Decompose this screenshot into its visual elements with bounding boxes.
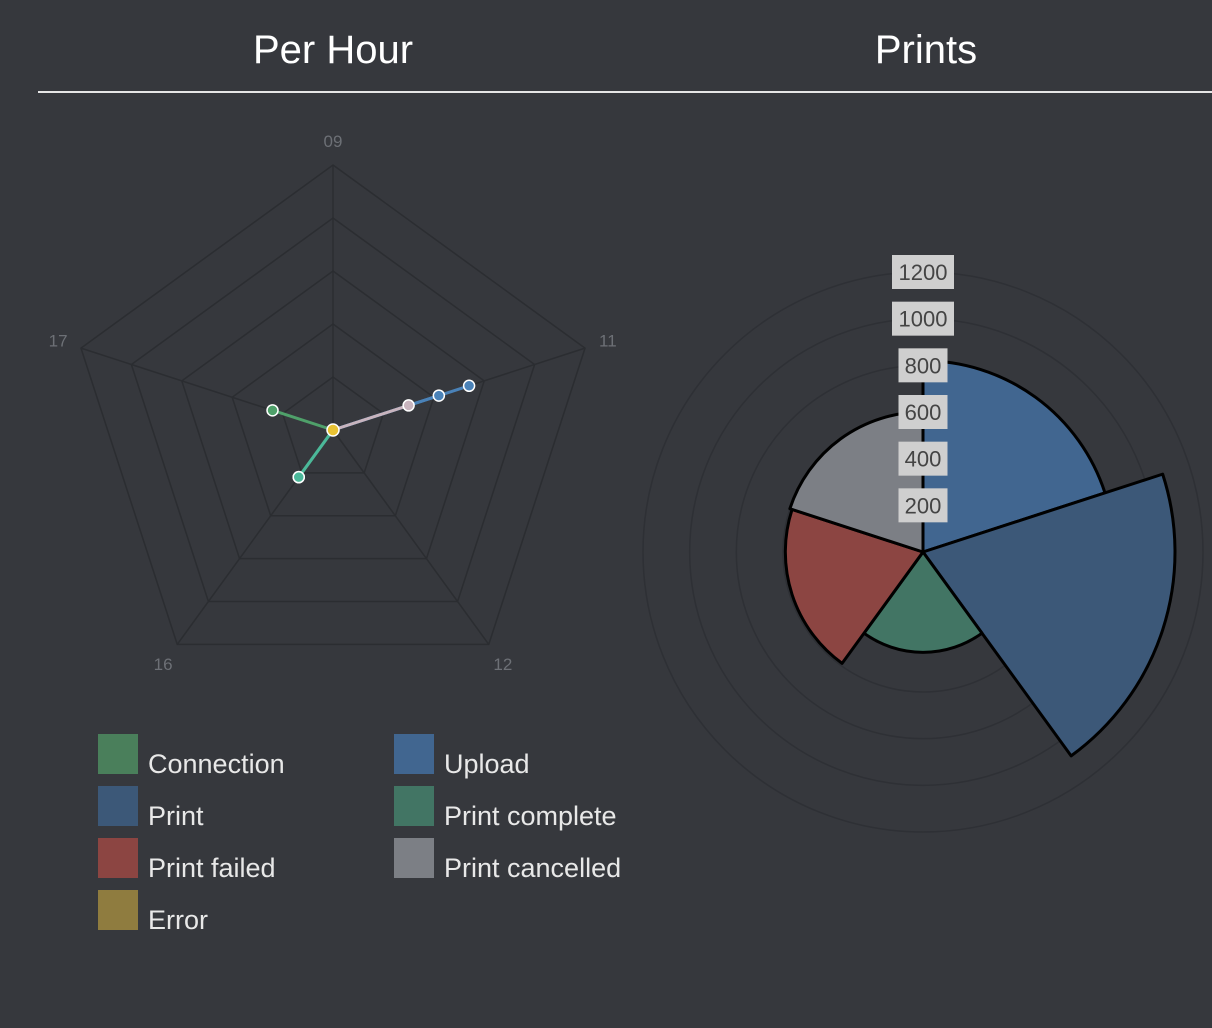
radar-point-print-cancelled[interactable] xyxy=(402,399,415,412)
radar-grid-ring xyxy=(80,164,586,646)
radar-axis-label: 16 xyxy=(154,655,173,674)
polar-tick-bg xyxy=(892,301,954,336)
polar-segment-print[interactable] xyxy=(921,472,1177,758)
prints-title: Prints xyxy=(874,28,978,72)
polar-segment-upload[interactable] xyxy=(921,359,1107,554)
prints-polar-area-chart: 200 400 600 800 1000 1200 xyxy=(783,255,1177,758)
radar-axis-line xyxy=(332,429,490,645)
legend-swatch xyxy=(394,786,434,826)
legend-swatch xyxy=(98,890,138,930)
radar-point-error[interactable] xyxy=(326,423,340,437)
legend-label: Error xyxy=(148,904,208,935)
legend-swatch xyxy=(394,734,434,774)
legend-swatch xyxy=(394,838,434,878)
polar-tick-bg xyxy=(898,395,948,429)
radar-point-upload[interactable] xyxy=(462,379,476,393)
legend-item-print-failed[interactable]: Print failed xyxy=(98,838,394,883)
radar-grid-ring xyxy=(130,217,536,603)
polar-segment-print-complete[interactable] xyxy=(862,550,984,654)
polar-tick-label: 800 xyxy=(905,353,942,378)
legend-item-upload[interactable]: Upload xyxy=(394,734,658,779)
polar-tick-bg xyxy=(898,441,948,476)
radar-axis-label: 17 xyxy=(49,332,68,351)
radar-point-connection[interactable] xyxy=(266,404,279,417)
polar-tick-label: 200 xyxy=(905,493,942,518)
legend-label: Connection xyxy=(148,748,285,779)
legend-label: Upload xyxy=(444,748,530,779)
radar-grid-ring xyxy=(231,323,435,517)
polar-tick-bg xyxy=(898,348,948,383)
legend-label: Print complete xyxy=(444,800,617,831)
polar-tick-label: 1000 xyxy=(899,307,948,332)
radar-grid-ring xyxy=(180,270,486,560)
radar-series-line-print-cancelled xyxy=(332,404,410,432)
radar-point-print-complete[interactable] xyxy=(292,470,305,484)
legend-item-connection[interactable]: Connection xyxy=(98,734,394,779)
polar-tick-label: 1200 xyxy=(899,260,948,285)
legend-item-error[interactable]: Error xyxy=(98,890,394,935)
per-hour-radar-chart: 09 11 12 16 17 xyxy=(49,132,617,674)
polar-tick-label: 600 xyxy=(905,400,942,425)
polar-tick-bg xyxy=(898,488,948,523)
per-hour-title: Per Hour xyxy=(252,28,414,72)
legend-label: Print failed xyxy=(148,852,276,883)
legend-label: Print xyxy=(148,800,204,831)
radar-grid-ring xyxy=(281,376,385,474)
radar-axis-label: 09 xyxy=(324,132,343,151)
polar-tick-label: 400 xyxy=(905,447,942,472)
radar-series-line-connection xyxy=(272,408,334,432)
legend-swatch xyxy=(98,838,138,878)
legend-swatch xyxy=(98,734,138,774)
legend-item-print[interactable]: Print xyxy=(98,786,394,831)
radar-axis-label: 12 xyxy=(493,655,512,674)
legend-swatch xyxy=(98,786,138,826)
polar-segment-print-failed[interactable] xyxy=(783,507,925,665)
chart-legend: Connection Upload Print Print complete Print… xyxy=(98,734,658,935)
legend-item-print-complete[interactable]: Print complete xyxy=(394,786,658,831)
title-divider xyxy=(38,91,1212,93)
polar-tick-bg xyxy=(892,255,954,289)
legend-item-print-cancelled[interactable]: Print cancelled xyxy=(394,838,658,883)
legend-label: Print cancelled xyxy=(444,852,622,883)
radar-point-print[interactable] xyxy=(432,389,446,402)
radar-axis-label: 11 xyxy=(599,332,617,351)
radar-series-line-print-complete xyxy=(297,429,335,479)
